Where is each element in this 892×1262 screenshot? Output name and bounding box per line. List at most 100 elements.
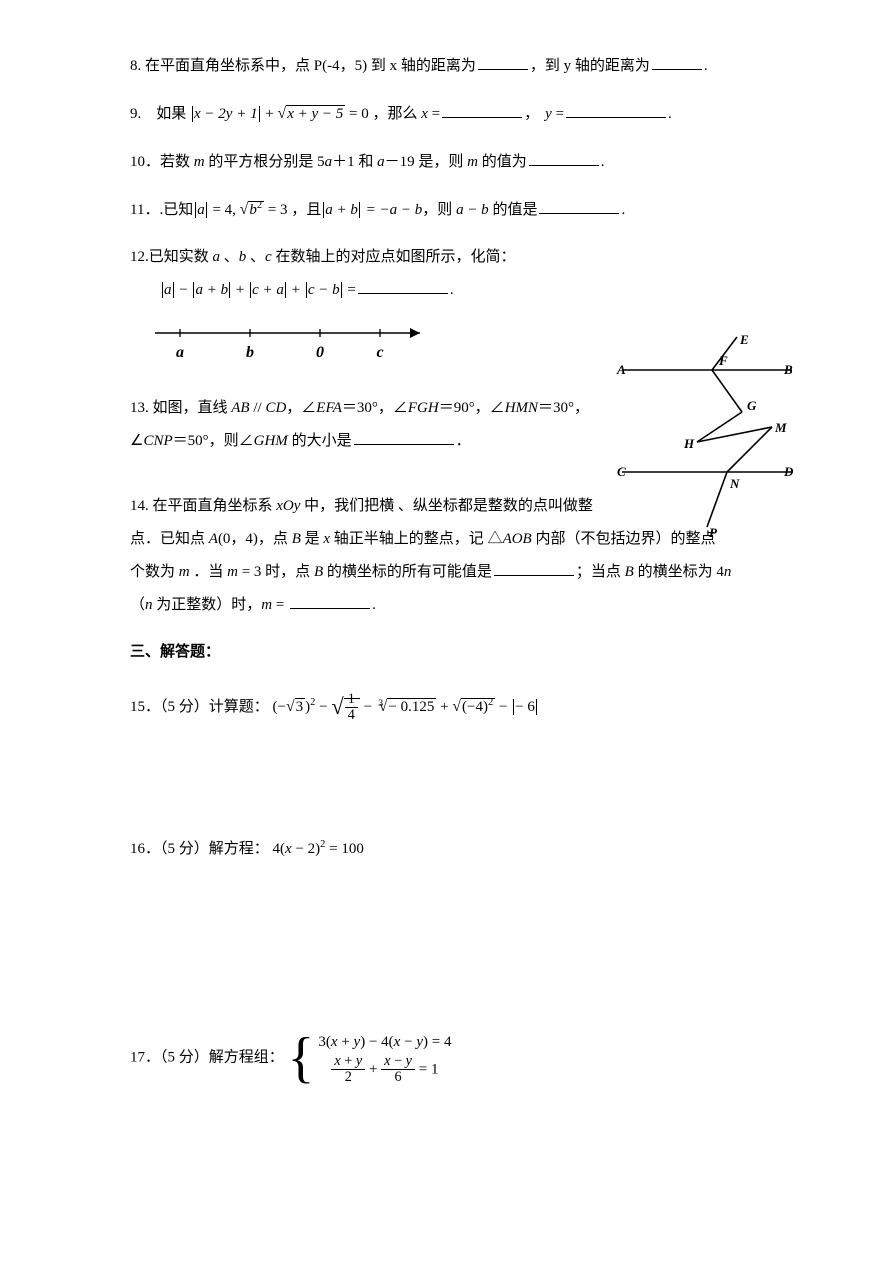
cube-root: √− 0.125 — [379, 690, 437, 725]
nl-c: c — [376, 344, 383, 361]
aob: AOB — [503, 531, 532, 547]
eq: = — [552, 106, 564, 122]
section-3-title: 三、解答题： — [130, 636, 792, 669]
question-17: 17．（5 分）解方程组： { 3(x + y) − 4(x − y) = 4 … — [130, 1030, 792, 1086]
t: 为正整数）时， — [153, 597, 262, 613]
t: －19 是，则 — [385, 154, 468, 170]
semi: ；当点 — [576, 564, 625, 580]
q8-text1: 8. 在平面直角坐标系中，点 P(-4，5) 到 x 轴的距离为 — [130, 58, 476, 74]
abs: a — [162, 282, 174, 298]
var-b: b — [249, 202, 257, 218]
blank — [478, 55, 528, 70]
sqrt-body: b2 — [248, 201, 264, 218]
x: x — [331, 1034, 338, 1050]
a: 4( — [273, 841, 286, 857]
t: 12.已知实数 — [130, 249, 213, 265]
then: ，则 — [422, 202, 456, 218]
t: ) = 4 — [423, 1034, 451, 1050]
t: 在数轴上的对应点如图所示，化简： — [272, 249, 516, 265]
question-15: 15．（5 分）计算题： (−√3)2 − √14 − 3√− 0.125 + … — [130, 679, 792, 729]
m: m — [227, 564, 238, 580]
cnp: CNP — [143, 433, 172, 449]
q12-expression: a − a + b + c + a + c − b =. — [160, 274, 792, 307]
lbl-H: H — [683, 436, 695, 451]
t: 13. 如图，直线 — [130, 400, 231, 416]
question-14: 14. 在平面直角坐标系 xOy 中，我们把横 、纵坐标都是整数的点叫做整 点．… — [130, 490, 792, 622]
t: ＝90°，∠ — [439, 400, 505, 416]
brace-icon: { — [288, 1030, 315, 1086]
xoy: xOy — [276, 498, 300, 514]
eq: = — [428, 106, 440, 122]
eq: = 3 ，且 — [264, 202, 321, 218]
sep: 、 — [220, 249, 239, 265]
exp-2: 2 — [257, 200, 262, 211]
blank — [442, 103, 522, 118]
plus: + — [365, 1061, 381, 1077]
frac1: x + y 2 — [331, 1054, 365, 1086]
A: A — [209, 531, 218, 547]
dot: . — [601, 154, 605, 170]
abs-a: a — [195, 202, 207, 218]
coord: (0，4)，点 — [218, 531, 292, 547]
eq: = — [344, 282, 356, 298]
body: (−4) — [462, 699, 488, 715]
t: 10．若数 — [130, 154, 194, 170]
t: 的值为 — [478, 154, 527, 170]
sb: 3 — [295, 698, 306, 715]
var-x: x — [421, 106, 428, 122]
den: 6 — [381, 1069, 415, 1086]
t: ＋1 和 — [332, 154, 377, 170]
question-13: A B C D E F G H M N P 13. 如图，直线 AB // CD… — [130, 392, 792, 458]
nl-a: a — [176, 344, 184, 361]
prefix: 16．（5 分）解方程： — [130, 841, 269, 857]
minus: − — [315, 699, 331, 715]
question-8: 8. 在平面直角坐标系中，点 P(-4，5) 到 x 轴的距离为 ，到 y 轴的距… — [130, 50, 792, 83]
n: n — [724, 564, 732, 580]
eq: = 1 — [415, 1061, 438, 1077]
y: y — [356, 1053, 362, 1069]
nl-b: b — [246, 344, 254, 361]
q8-text2: ，到 y 轴的距离为 — [530, 58, 650, 74]
dot: . — [372, 597, 376, 613]
dot: ． — [456, 433, 471, 449]
comma: ， — [524, 106, 539, 122]
t: 14. 在平面直角坐标系 — [130, 498, 276, 514]
expr: 4(x − 2)2 = 100 — [273, 841, 364, 857]
system-row-1: 3(x + y) − 4(x − y) = 4 — [318, 1030, 451, 1054]
t: 的值是 — [489, 202, 538, 218]
t: ) − 4( — [360, 1034, 393, 1050]
blank — [652, 55, 702, 70]
eq3: = 3 时，点 — [238, 564, 314, 580]
sep: 、 — [246, 249, 265, 265]
t: 的横坐标的所有可能值是 — [323, 564, 492, 580]
den: 2 — [331, 1069, 365, 1086]
t: 的横坐标为 4 — [634, 564, 724, 580]
t: 内部（不包括边界）的整点 — [532, 531, 716, 547]
blank — [358, 279, 448, 294]
var-m: m — [194, 154, 205, 170]
cd: CD — [265, 400, 286, 416]
num: 1 — [345, 692, 358, 708]
t: ．当 — [190, 564, 228, 580]
sqrt-expr: √x + y − 5 — [278, 97, 346, 132]
lbl-B: B — [783, 362, 793, 377]
ab: AB — [231, 400, 249, 416]
y: y — [406, 1053, 412, 1069]
t: （ — [130, 597, 145, 613]
sqrt-b2: √b2 — [240, 193, 264, 228]
eq: = — [272, 597, 288, 613]
sb: − 0.125 — [387, 698, 436, 715]
t: 3( — [318, 1034, 331, 1050]
dot: . — [450, 282, 454, 298]
sqrt3: √3 — [286, 690, 305, 725]
t: 的平方根分别是 5 — [205, 154, 325, 170]
abs: c − b — [306, 282, 342, 298]
sqrt-sq: √(−4)2 — [452, 690, 495, 725]
lbl-A: A — [616, 362, 626, 377]
abs6: − 6 — [513, 699, 537, 715]
num: x + y — [331, 1054, 365, 1070]
brace-body: 3(x + y) − 4(x − y) = 4 x + y 2 + x − y … — [318, 1030, 451, 1086]
expr: (−√3)2 − √14 − 3√− 0.125 + √(−4)2 − − 6 — [273, 699, 539, 715]
lbl-F: F — [718, 353, 728, 368]
t: ∠ — [130, 433, 143, 449]
